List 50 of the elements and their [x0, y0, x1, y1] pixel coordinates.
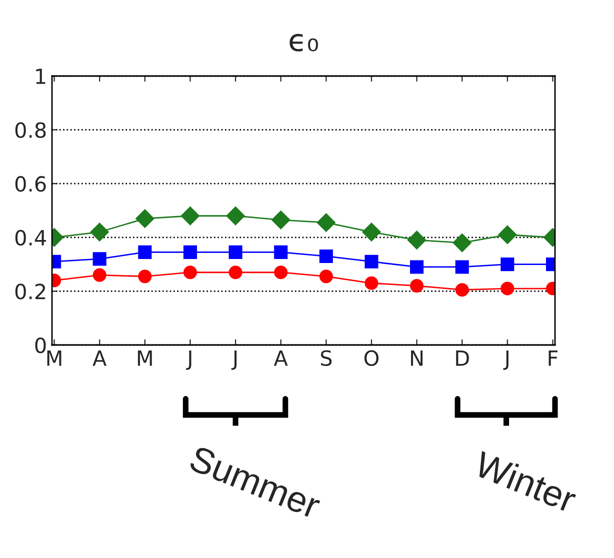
point	[452, 233, 472, 252]
x-tick-label: J	[503, 350, 508, 370]
point	[138, 245, 152, 259]
point	[407, 230, 426, 250]
point	[316, 213, 336, 232]
point	[274, 266, 288, 280]
x-tick-label: A	[92, 350, 107, 366]
point	[362, 222, 381, 242]
x-tick-label: D	[456, 350, 469, 366]
text: Winter	[472, 450, 579, 514]
x-tick-label: F	[548, 350, 558, 366]
point	[498, 225, 517, 244]
point	[319, 270, 333, 284]
x-tick-label: M	[138, 350, 152, 366]
point	[455, 283, 469, 297]
point	[180, 206, 200, 226]
point	[271, 210, 290, 230]
point	[228, 245, 242, 259]
point	[92, 252, 106, 266]
point	[90, 222, 109, 242]
point	[183, 245, 197, 259]
x-tick-label: A	[274, 350, 288, 366]
point	[183, 266, 197, 280]
y-tick-label: 0.8	[15, 122, 46, 138]
point	[500, 258, 514, 272]
x-tick-label: J	[231, 350, 237, 370]
y-tick-label: 0.4	[15, 230, 46, 246]
point	[274, 245, 288, 259]
point	[455, 260, 469, 274]
point	[228, 266, 242, 280]
x-tick-label: M	[47, 350, 62, 366]
x-tick-label: O	[364, 350, 378, 366]
y-tick-label: 1	[36, 68, 46, 84]
point	[500, 282, 514, 296]
y-tick-label: 0	[35, 337, 46, 354]
x-tick-label: N	[411, 350, 423, 366]
point	[319, 249, 333, 263]
point	[364, 276, 378, 290]
y-tick-label: 0.6	[15, 176, 46, 192]
point	[410, 279, 424, 293]
point	[410, 260, 424, 274]
point	[226, 206, 245, 226]
chart-title: ϵ₀	[290, 34, 318, 52]
x-tick-label: S	[320, 350, 332, 366]
point	[92, 268, 106, 282]
point	[138, 270, 152, 284]
y-tick-label: 0.2	[15, 284, 46, 300]
x-tick-label: J	[186, 350, 192, 370]
point	[364, 254, 378, 268]
point	[136, 209, 154, 228]
